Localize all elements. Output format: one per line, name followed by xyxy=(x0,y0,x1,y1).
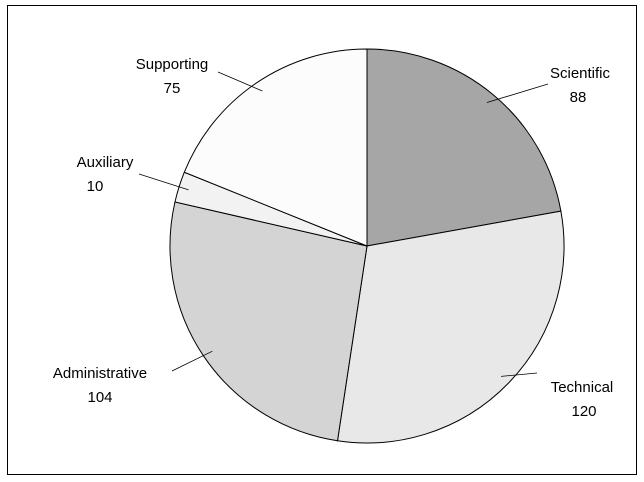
label-technical: Technical xyxy=(551,379,614,396)
leader-lines xyxy=(138,71,549,377)
label-scientific: Scientific xyxy=(550,65,611,82)
leader-line-supporting xyxy=(217,71,263,92)
slice-administrative xyxy=(169,201,368,442)
leader-line-administrative xyxy=(171,350,213,372)
value-scientific: 88 xyxy=(570,89,587,106)
value-supporting: 75 xyxy=(164,80,181,97)
label-supporting: Supporting xyxy=(136,56,209,73)
leader-line-auxiliary xyxy=(138,173,189,191)
label-administrative: Administrative xyxy=(53,365,147,382)
value-technical: 120 xyxy=(571,403,596,420)
pie-slices xyxy=(169,48,565,444)
slice-technical xyxy=(336,210,565,444)
leader-line-scientific xyxy=(486,83,549,103)
value-administrative: 104 xyxy=(87,389,112,406)
value-auxiliary: 10 xyxy=(87,178,104,195)
slice-scientific xyxy=(366,48,562,247)
slice-labels: Scientific 88 Technical 120 Administrative 10… xyxy=(53,56,613,420)
label-auxiliary: Auxiliary xyxy=(77,154,134,171)
leader-line-technical xyxy=(501,372,538,377)
slice-supporting xyxy=(183,48,368,247)
